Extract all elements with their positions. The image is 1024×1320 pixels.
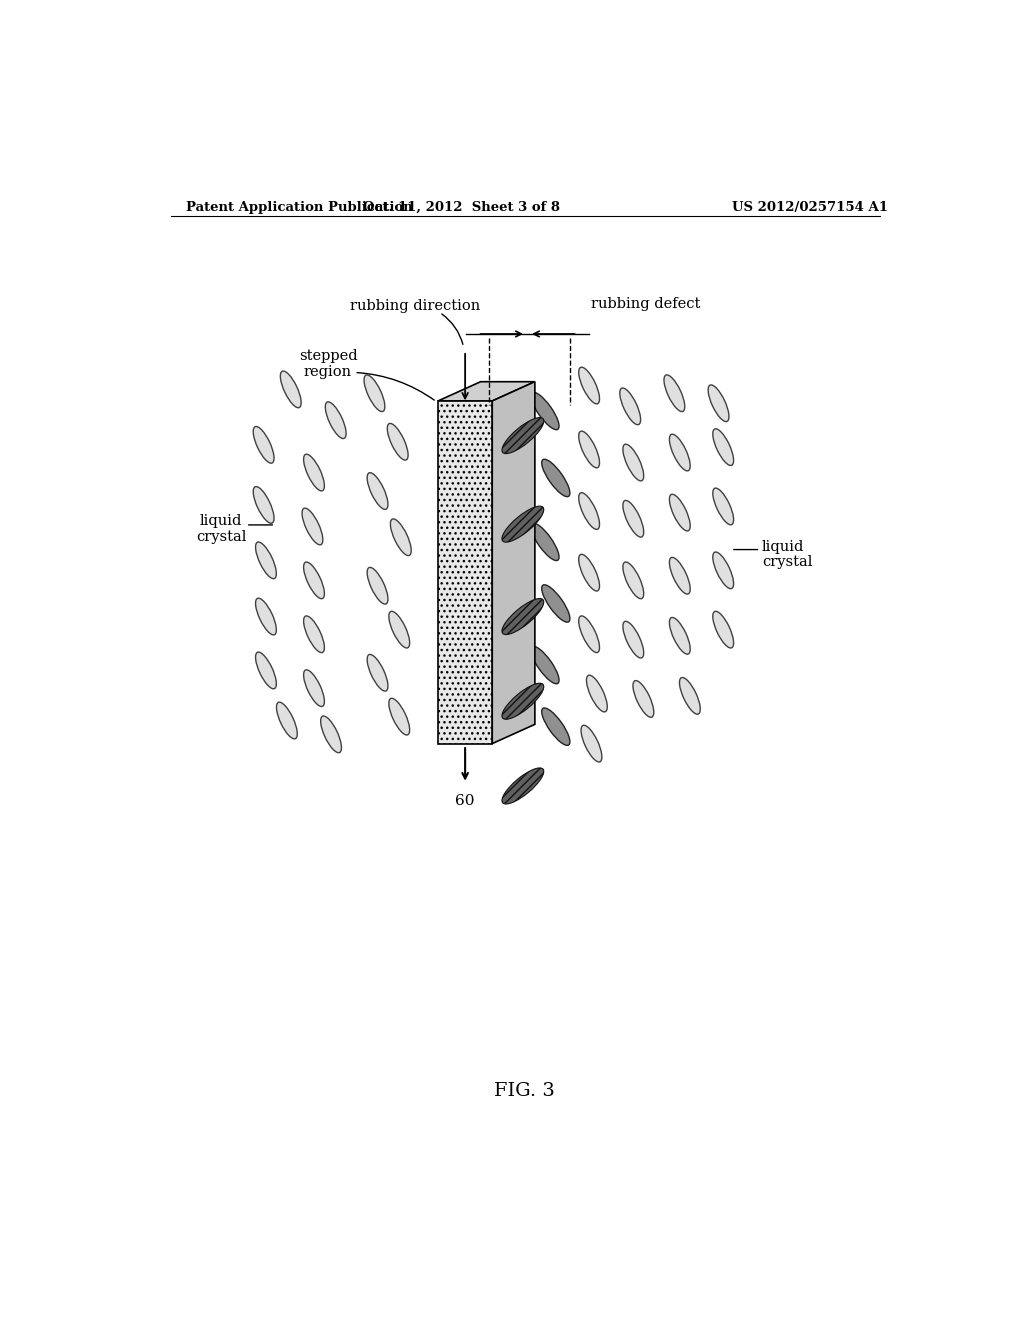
Text: Patent Application Publication: Patent Application Publication (186, 201, 413, 214)
Ellipse shape (542, 585, 570, 622)
Ellipse shape (587, 676, 607, 711)
Ellipse shape (502, 506, 544, 543)
Text: liquid: liquid (762, 540, 804, 553)
Ellipse shape (670, 434, 690, 471)
Polygon shape (438, 381, 535, 401)
Ellipse shape (303, 454, 325, 491)
Ellipse shape (321, 715, 341, 752)
Ellipse shape (502, 417, 544, 454)
Ellipse shape (579, 492, 599, 529)
FancyArrowPatch shape (357, 372, 434, 400)
Ellipse shape (256, 598, 276, 635)
Ellipse shape (276, 702, 297, 739)
Ellipse shape (389, 611, 410, 648)
Ellipse shape (670, 494, 690, 531)
Ellipse shape (502, 684, 544, 719)
Text: stepped: stepped (299, 350, 357, 363)
Ellipse shape (389, 698, 410, 735)
Text: US 2012/0257154 A1: US 2012/0257154 A1 (732, 201, 888, 214)
Ellipse shape (713, 429, 733, 466)
Ellipse shape (365, 375, 385, 412)
Ellipse shape (680, 677, 700, 714)
Ellipse shape (530, 647, 559, 684)
Text: FIG. 3: FIG. 3 (495, 1082, 555, 1101)
Ellipse shape (713, 488, 733, 525)
Ellipse shape (387, 424, 409, 461)
Ellipse shape (368, 473, 388, 510)
Ellipse shape (253, 426, 274, 463)
Ellipse shape (303, 669, 325, 706)
Text: Oct. 11, 2012  Sheet 3 of 8: Oct. 11, 2012 Sheet 3 of 8 (362, 201, 560, 214)
Ellipse shape (709, 385, 729, 421)
Ellipse shape (579, 367, 599, 404)
Text: crystal: crystal (196, 529, 246, 544)
Ellipse shape (502, 598, 544, 635)
Ellipse shape (530, 392, 559, 430)
Ellipse shape (256, 543, 276, 578)
Ellipse shape (620, 388, 641, 425)
Ellipse shape (623, 500, 644, 537)
Text: 60: 60 (456, 793, 475, 808)
Ellipse shape (542, 708, 570, 746)
Ellipse shape (281, 371, 301, 408)
Ellipse shape (542, 459, 570, 496)
Text: rubbing defect: rubbing defect (592, 297, 700, 312)
Ellipse shape (579, 554, 599, 591)
Ellipse shape (256, 652, 276, 689)
Ellipse shape (368, 655, 388, 692)
Ellipse shape (390, 519, 412, 556)
Text: region: region (304, 364, 352, 379)
Ellipse shape (623, 562, 644, 599)
Ellipse shape (670, 557, 690, 594)
Polygon shape (493, 381, 535, 743)
Ellipse shape (713, 611, 733, 648)
Ellipse shape (303, 562, 325, 599)
Ellipse shape (530, 523, 559, 561)
Ellipse shape (670, 618, 690, 655)
Ellipse shape (253, 487, 274, 523)
Ellipse shape (579, 432, 599, 467)
Ellipse shape (502, 768, 544, 804)
Text: liquid: liquid (200, 515, 243, 528)
Ellipse shape (303, 616, 325, 652)
Text: crystal: crystal (762, 554, 812, 569)
Text: rubbing direction: rubbing direction (349, 298, 480, 313)
Ellipse shape (368, 568, 388, 605)
Polygon shape (438, 401, 493, 743)
Ellipse shape (664, 375, 685, 412)
Ellipse shape (326, 401, 346, 438)
FancyArrowPatch shape (441, 314, 463, 345)
Ellipse shape (302, 508, 323, 545)
Ellipse shape (581, 725, 602, 762)
Ellipse shape (623, 445, 644, 480)
Ellipse shape (713, 552, 733, 589)
Ellipse shape (623, 622, 644, 657)
Ellipse shape (579, 616, 599, 652)
Ellipse shape (633, 681, 653, 717)
